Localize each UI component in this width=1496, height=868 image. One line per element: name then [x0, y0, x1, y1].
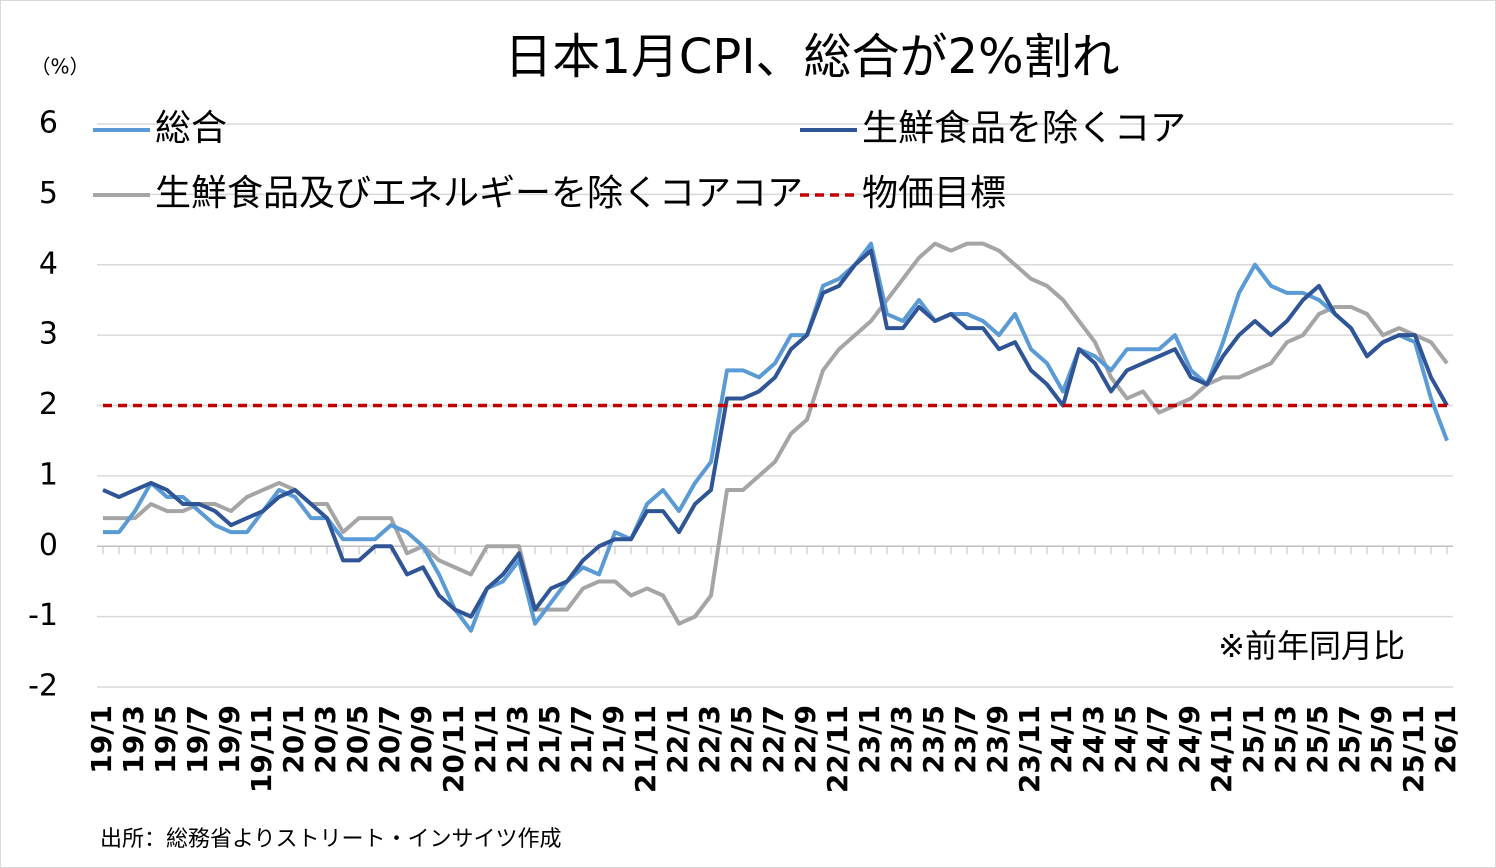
x-tick-label: 25/5: [1301, 705, 1334, 774]
x-tick-label: 26/1: [1429, 705, 1462, 774]
x-tick-label: 22/11: [821, 705, 854, 793]
x-tick-label: 21/7: [565, 705, 598, 774]
y-tick-label: 3: [39, 317, 58, 352]
x-tick-label: 24/3: [1077, 705, 1110, 774]
x-tick-label: 19/11: [245, 705, 278, 793]
x-tick-label: 23/7: [949, 705, 982, 774]
x-tick-label: 23/9: [981, 705, 1014, 774]
x-tick-label: 19/1: [85, 705, 118, 774]
x-tick-label: 21/11: [629, 705, 662, 793]
x-tick-label: 19/5: [149, 705, 182, 774]
x-tick-label: 21/9: [597, 705, 630, 774]
x-tick-label: 22/3: [693, 705, 726, 774]
x-tick-label: 20/9: [405, 705, 438, 774]
legend-label: 物価目標: [862, 173, 1006, 214]
x-tick-label: 25/11: [1397, 705, 1430, 793]
source: 出所：総務省よりストリート・インサイツ作成: [100, 827, 562, 852]
x-tick-label: 20/1: [277, 705, 310, 774]
x-tick-label: 21/3: [501, 705, 534, 774]
x-tick-label: 25/7: [1333, 705, 1366, 774]
x-tick-label: 19/7: [181, 705, 214, 774]
y-tick-label: 5: [39, 176, 58, 211]
x-tick-label: 25/3: [1269, 705, 1302, 774]
x-tick-label: 24/5: [1109, 705, 1142, 774]
annotation: ※前年同月比: [1218, 627, 1405, 665]
x-tick-label: 20/11: [437, 705, 470, 793]
y-tick-label: 0: [39, 528, 58, 563]
x-tick-label: 24/11: [1205, 705, 1238, 793]
x-tick-label: 24/1: [1045, 705, 1078, 774]
x-tick-label: 20/7: [373, 705, 406, 774]
x-tick-label: 23/5: [917, 705, 950, 774]
x-tick-label: 23/11: [1013, 705, 1046, 793]
x-tick-label: 24/9: [1173, 705, 1206, 774]
x-tick-label: 19/9: [213, 705, 246, 774]
x-tick-label: 19/3: [117, 705, 150, 774]
x-tick-label: 20/3: [309, 705, 342, 774]
y-tick-label: -2: [28, 669, 58, 704]
x-tick-label: 23/1: [853, 705, 886, 774]
y-tick-label: -1: [28, 598, 58, 633]
series-line: [102, 248, 1449, 619]
x-tick-label: 22/7: [757, 705, 790, 774]
x-tick-label: 21/1: [469, 705, 502, 774]
x-tick-label: 22/9: [789, 705, 822, 774]
legend-label: 生鮮食品及びエネルギーを除くコアコア: [155, 173, 803, 214]
y-unit: （%）: [30, 55, 89, 79]
y-tick-label: 1: [39, 457, 58, 492]
chart-title: 日本1月CPI、総合が2%割れ: [504, 29, 1119, 85]
x-tick-label: 25/1: [1237, 705, 1270, 774]
x-tick-label: 25/9: [1365, 705, 1398, 774]
x-tick-label: 23/3: [885, 705, 918, 774]
series-line: [103, 241, 1449, 626]
x-tick-label: 24/7: [1141, 705, 1174, 774]
x-tick-label: 22/5: [725, 705, 758, 774]
legend-label: 生鮮食品を除くコア: [862, 108, 1186, 149]
x-tick-label: 20/5: [341, 705, 374, 774]
legend-label: 総合: [155, 108, 227, 149]
y-tick-label: 6: [39, 106, 58, 141]
x-tick-label: 21/5: [533, 705, 566, 774]
y-tick-label: 2: [39, 387, 58, 422]
x-tick-label: 22/1: [661, 705, 694, 774]
y-tick-label: 4: [39, 246, 58, 281]
